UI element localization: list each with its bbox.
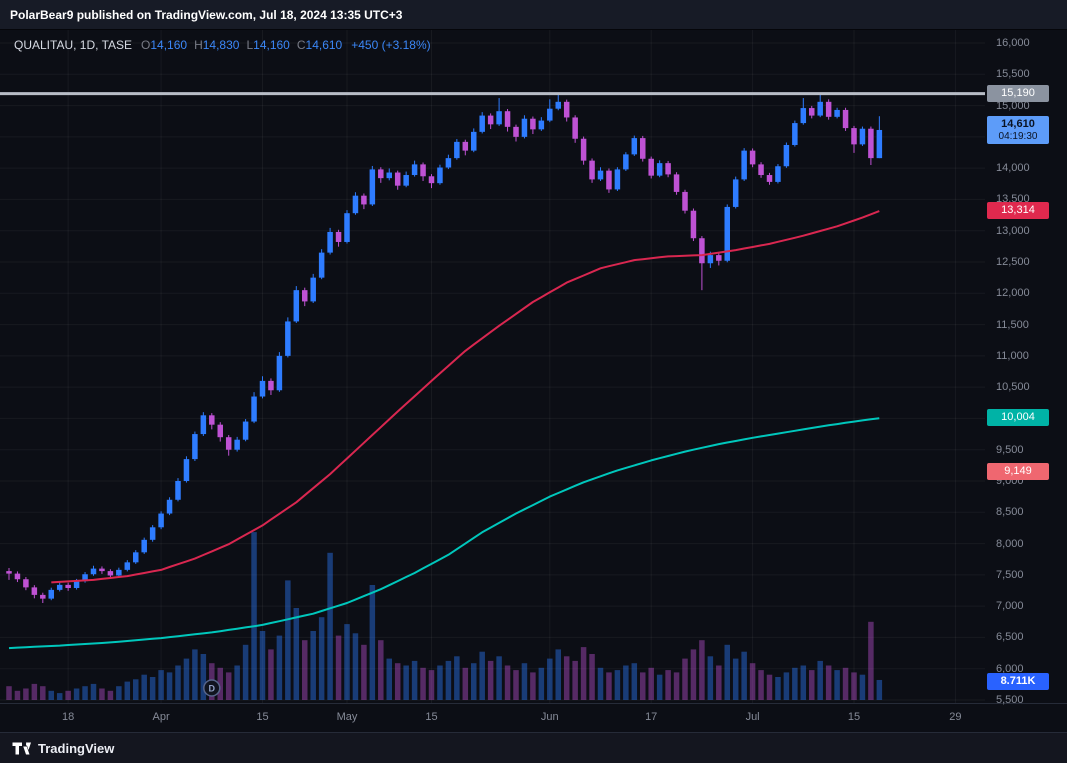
price-tick-label: 6,500	[996, 631, 1024, 644]
time-tick-label: 18	[62, 711, 75, 723]
teal-ma-price-badge: 10,004	[987, 409, 1049, 427]
horizontal-line-price-badge: 15,190	[987, 84, 1049, 102]
footer-bar: TradingView	[0, 732, 1067, 763]
tradingview-logo-icon[interactable]	[12, 742, 31, 755]
symbol-title[interactable]: QUALITAU, 1D, TASE	[14, 38, 133, 52]
red-ma-price-badge: 13,314	[987, 202, 1049, 220]
high-value: 14,830	[202, 38, 240, 52]
price-tick-label: 11,500	[996, 318, 1029, 331]
brand-text[interactable]: TradingView	[38, 740, 115, 756]
price-tick-label: 12,000	[996, 287, 1030, 300]
price-tick-label: 7,000	[996, 600, 1024, 613]
price-tick-label: 7,500	[996, 568, 1024, 581]
price-tick-label: 6,000	[996, 662, 1024, 675]
last-price-badge: 14,610 04:19:30	[987, 115, 1049, 144]
low-value: 14,160	[253, 38, 290, 52]
price-tick-label: 11,000	[996, 349, 1029, 362]
chart-pane[interactable]: D QUALITAU, 1D, TASE O 14,160 H 14,830 L 14…	[0, 30, 1067, 732]
publish-bar: PolarBear9 published on TradingView.com,…	[0, 0, 1067, 30]
price-tick-label: 8,000	[996, 537, 1024, 550]
price-tick-label: 12,500	[996, 256, 1030, 268]
dividend-marker-icon	[203, 679, 221, 697]
time-tick-label: Jul	[745, 711, 760, 723]
price-tick-label: 14,000	[996, 162, 1030, 175]
open-value: 14,160	[150, 38, 188, 52]
price-tick-label: 16,000	[996, 37, 1030, 49]
bar-countdown: 04:19:30	[998, 130, 1038, 142]
symbol-legend[interactable]: QUALITAU, 1D, TASE O 14,160 H 14,830 L 14,1…	[14, 38, 431, 52]
time-tick-label: 15	[425, 711, 438, 723]
price-tick-label: 10,500	[996, 381, 1030, 394]
time-tick-label: Jun	[540, 711, 559, 723]
svg-text:D: D	[209, 684, 216, 694]
price-axis[interactable]: 15,190 14,610 04:19:30 13,314 10,004 9,1…	[985, 30, 1067, 706]
price-tick-label: 15,500	[996, 68, 1030, 81]
price-chart-canvas[interactable]: D	[0, 30, 985, 703]
time-tick-label: Apr	[152, 711, 170, 723]
price-tick-label: 13,000	[996, 224, 1030, 237]
publish-text: PolarBear9 published on TradingView.com,…	[10, 7, 403, 22]
close-value: 14,610	[305, 38, 343, 52]
ohlc-values: O 14,160 H 14,830 L 14,160 C 14,610	[141, 38, 342, 52]
low-label: L	[246, 38, 254, 52]
high-label: H	[194, 38, 203, 52]
price-tick-label: 9,500	[996, 443, 1024, 456]
time-tick-label: May	[336, 711, 358, 723]
time-tick-label: 17	[645, 711, 658, 723]
price-tick-label: 8,500	[996, 506, 1024, 519]
close-label: C	[296, 38, 306, 52]
change-value: +450 (+3.18%)	[351, 38, 431, 52]
open-label: O	[141, 38, 151, 52]
time-tick-label: 15	[847, 711, 861, 723]
time-axis[interactable]: 18 Apr 15 May 15 Jun 17 Jul 15 29	[0, 703, 1067, 732]
volume-value-badge: 8.711K	[987, 673, 1049, 690]
time-tick-label: 29	[949, 711, 962, 723]
price-tick-label: 5,500	[996, 694, 1024, 706]
price-tick-label: 15,000	[996, 99, 1030, 112]
extra-level-price-badge: 9,149	[987, 462, 1049, 480]
time-tick-label: 15	[256, 711, 269, 723]
